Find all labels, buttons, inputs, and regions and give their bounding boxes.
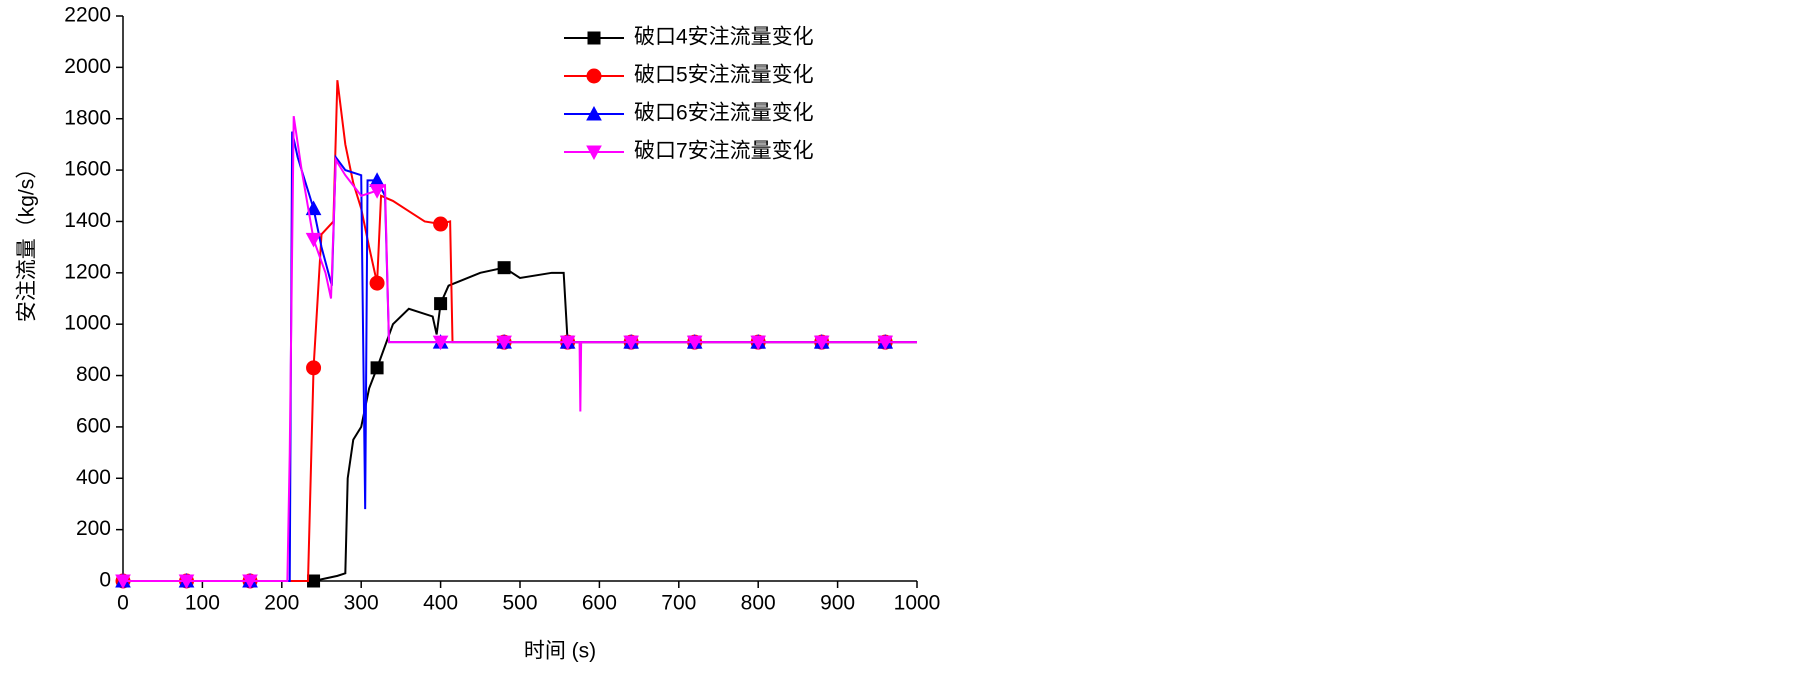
data-point [496,335,512,351]
series-line [123,131,917,582]
series-line [123,116,917,582]
data-point [370,361,384,375]
legend-label: 破口7安注流量变化 [634,140,814,163]
data-point [115,574,131,590]
y-tick-label: 1000 [64,312,111,335]
data-point [623,335,639,351]
y-tick-label: 1400 [64,209,111,232]
data-point [559,335,576,351]
legend-marker [586,145,602,161]
data-point [877,335,894,351]
data-point [178,574,195,590]
series-line [123,266,917,582]
legend-label: 破口4安注流量变化 [634,26,814,49]
x-tick-label: 400 [423,592,458,615]
x-tick-label: 1000 [894,592,941,615]
x-tick-label: 300 [344,592,379,615]
legend-label: 破口5安注流量变化 [634,64,814,87]
y-tick-label: 1600 [64,158,111,181]
legend-marker [586,68,602,84]
y-tick-label: 400 [76,466,111,489]
x-tick-label: 700 [661,592,696,615]
y-tick-label: 200 [76,517,111,540]
x-tick-label: 800 [741,592,776,615]
data-point [369,275,385,291]
data-point [434,297,448,311]
data-point [813,335,830,351]
data-point [686,335,703,351]
legend-marker [586,105,602,121]
y-axis-label: 安注流量（kg/s） [16,158,39,323]
legend-label: 破口6安注流量变化 [634,102,814,125]
data-point [305,232,322,248]
x-tick-label: 600 [582,592,617,615]
data-point [497,261,511,275]
x-tick-label: 0 [117,592,129,615]
x-tick-label: 200 [264,592,299,615]
y-tick-label: 2000 [64,55,111,78]
data-point [433,216,449,232]
y-tick-label: 800 [76,363,111,386]
y-tick-label: 2200 [64,4,111,27]
data-point [242,574,258,590]
y-tick-label: 1200 [64,260,111,283]
x-tick-label: 500 [502,592,537,615]
data-point [305,200,322,216]
data-point [306,360,322,376]
x-tick-label: 900 [820,592,855,615]
data-point [750,335,767,351]
y-tick-label: 1800 [64,106,111,129]
data-point [369,184,385,199]
data-point [307,574,321,588]
y-tick-label: 600 [76,414,111,437]
y-tick-label: 0 [99,569,111,592]
data-point [432,335,449,351]
legend-marker [587,31,601,45]
x-tick-label: 100 [185,592,220,615]
x-axis-label: 时间 (s) [524,640,596,663]
